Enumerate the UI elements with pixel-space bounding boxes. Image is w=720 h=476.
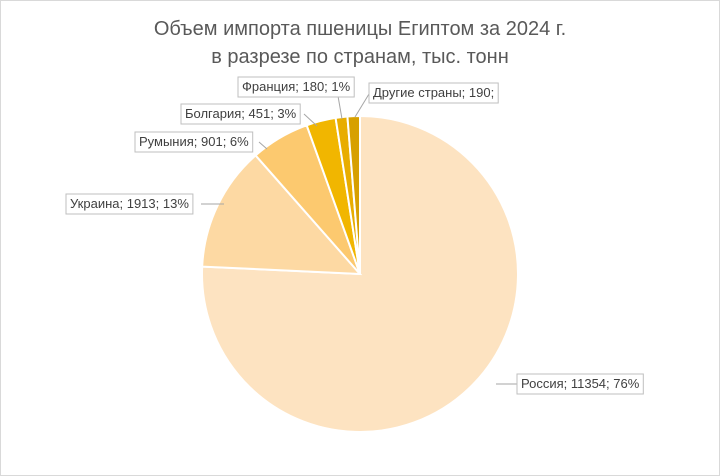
- leader-line-4: [303, 113, 318, 127]
- chart-title: Объем импорта пшеницы Египтом за 2024 г.…: [1, 15, 719, 71]
- data-label-5: Франция; 180; 1%: [242, 79, 351, 94]
- data-label-box-3: [134, 131, 254, 153]
- data-label-3: Румыния; 901; 6%: [139, 134, 249, 149]
- data-label-box-6: [368, 82, 499, 104]
- data-label-box-2: [65, 193, 194, 215]
- leader-line-3: [258, 141, 268, 150]
- data-label-box-4: [180, 103, 301, 125]
- data-label-4: Болгария; 451; 3%: [185, 106, 297, 121]
- pie-slice-2: [201, 153, 363, 276]
- data-label-box-5: [237, 76, 355, 98]
- leader-line-6: [354, 93, 370, 118]
- chart-title-line-2: в разрезе по странам, тыс. тонн: [211, 46, 509, 68]
- data-label-box-1: [516, 373, 644, 395]
- data-label-2: Украина; 1913; 13%: [70, 196, 189, 211]
- data-label-1: Россия; 11354; 76%: [521, 376, 640, 391]
- pie-slice-1: [201, 114, 519, 433]
- leader-line-5: [337, 95, 343, 120]
- pie-slice-6: [346, 114, 361, 275]
- chart-title-line-1: Объем импорта пшеницы Египтом за 2024 г.: [153, 18, 567, 40]
- data-label-6: Другие страны; 190;: [373, 85, 494, 100]
